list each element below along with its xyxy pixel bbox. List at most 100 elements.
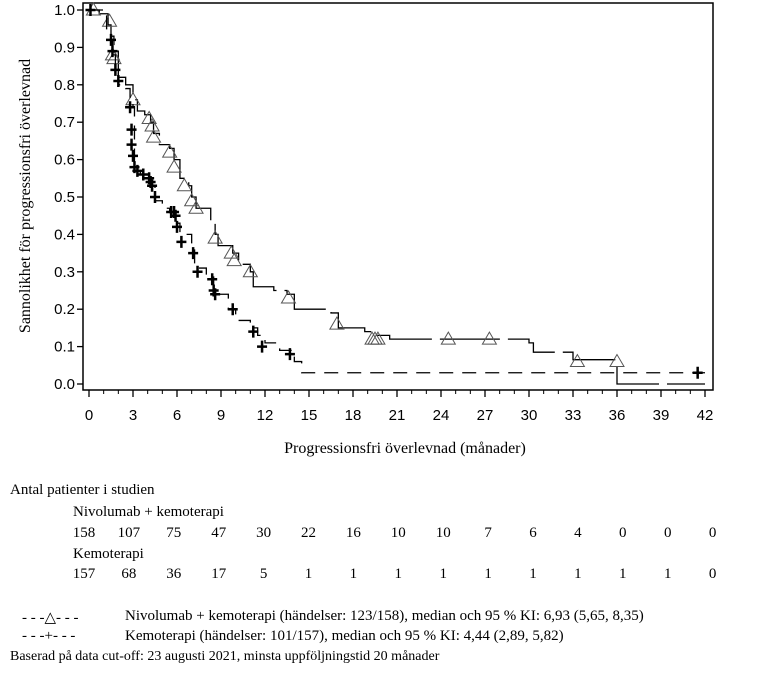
censor-plus-marker	[227, 303, 238, 316]
km-curve-kemoterapi	[89, 9, 705, 374]
risk-count: 68	[121, 566, 137, 582]
risk-count: 0	[708, 525, 717, 541]
risk-count: 30	[256, 525, 272, 541]
x-tick-label: 18	[345, 407, 362, 424]
y-tick-label: 0.3	[54, 264, 75, 281]
y-tick-label: 0.7	[54, 114, 75, 131]
x-tick-label: 21	[389, 407, 406, 424]
risk-count: 47	[211, 525, 227, 541]
censor-triangle-marker	[106, 50, 122, 65]
risk-count: 75	[166, 525, 182, 541]
censor-triangle-marker	[226, 252, 243, 267]
risk-count: 1	[484, 566, 492, 582]
censor-triangle-marker	[440, 331, 457, 345]
y-tick-label: 0.2	[54, 301, 75, 318]
censor-triangle-marker	[176, 177, 193, 192]
risk-count: 157	[72, 566, 96, 582]
x-tick-label: 12	[257, 407, 274, 424]
censor-plus-marker	[207, 273, 218, 286]
risk-count: 1	[304, 566, 313, 582]
risk-count: 0	[619, 525, 627, 541]
censor-triangle-marker	[183, 192, 200, 207]
risk-group-name: Kemoterapi	[73, 546, 144, 562]
axes: 0 3 6 9 12 15 18 21 24 27 30 33 36 39 420.00.10.20.30.…	[54, 2, 714, 424]
censor-plus-marker	[138, 168, 149, 181]
y-tick-label: 0.4	[54, 226, 75, 243]
risk-count: 4	[574, 525, 582, 541]
x-tick-label: 27	[477, 407, 494, 424]
x-tick-label: 33	[565, 407, 582, 424]
censor-plus-marker	[170, 209, 181, 222]
risk-count: 10	[390, 525, 406, 541]
censor-plus-marker	[248, 325, 259, 338]
censor-triangle-marker	[207, 230, 224, 244]
censor-triangle-marker	[609, 353, 625, 368]
y-tick-label: 0.6	[54, 152, 75, 169]
censor-plus-marker	[150, 191, 160, 203]
km-plot: 0 3 6 9 12 15 18 21 24 27 30 33 36 39 420.00.10.20.30.…	[17, 2, 714, 457]
y-axis-label: Sannolikhet för progressionsfri överlevn…	[17, 59, 34, 333]
legend-text-nivolumab: Nivolumab + kemoterapi (händelser: 123/1…	[125, 608, 644, 624]
x-tick-label: 36	[609, 407, 626, 424]
y-tick-label: 0.0	[54, 376, 75, 393]
x-tick-label: 0	[85, 407, 93, 424]
y-tick-label: 1.0	[54, 2, 75, 19]
risk-count: 0	[663, 525, 672, 541]
censor-triangle-marker	[161, 144, 178, 158]
censor-plus-marker	[210, 288, 221, 301]
risk-count: 1	[529, 566, 537, 582]
censor-plus-marker	[107, 45, 118, 58]
risk-count: 1	[574, 566, 582, 582]
censor-plus-marker	[106, 33, 116, 46]
x-tick-label: 30	[521, 407, 538, 424]
risk-count: 107	[117, 525, 141, 541]
censor-triangle-marker	[328, 316, 345, 330]
censor-plus-marker	[284, 348, 295, 361]
censor-plus-marker	[192, 265, 203, 278]
censor-triangle-marker	[144, 117, 160, 132]
censor-plus-marker	[110, 63, 121, 76]
y-tick-label: 0.8	[54, 77, 75, 94]
risk-count: 36	[166, 566, 182, 582]
legend-symbol-triangle: - - -△- - -	[22, 610, 79, 626]
risk-count: 158	[72, 525, 96, 541]
censor-triangle-marker	[370, 331, 386, 345]
risk-count: 22	[301, 525, 316, 541]
risk-count: 6	[529, 525, 537, 541]
plot-frame	[82, 2, 714, 391]
censor-plus-marker	[257, 340, 268, 353]
risk-group-name: Nivolumab + kemoterapi	[73, 504, 224, 520]
risk-count: 1	[394, 566, 403, 582]
risk-count: 17	[211, 566, 227, 582]
censor-triangle-marker	[145, 129, 162, 143]
censor-plus-marker	[128, 149, 138, 162]
x-tick-label: 39	[653, 407, 670, 424]
risk-count: 1	[663, 566, 672, 582]
censor-plus-marker	[147, 179, 158, 192]
censor-triangle-marker	[104, 46, 121, 61]
censor-triangle-marker	[188, 200, 204, 214]
risk-count: 16	[345, 525, 361, 541]
censor-plus-marker	[125, 101, 136, 114]
censor-plus-marker	[132, 164, 143, 177]
censor-plus-marker	[176, 235, 187, 248]
censor-triangle-marker	[166, 159, 182, 173]
x-tick-label: 9	[217, 407, 225, 424]
censor-triangle-marker	[242, 263, 259, 278]
legend-symbol-plus: - - -+- - -	[22, 628, 76, 644]
km-curve-nivolumab	[89, 9, 705, 385]
censor-plus-marker	[85, 4, 96, 16]
curves	[85, 2, 705, 385]
risk-count: 0	[708, 566, 717, 582]
censor-plus-marker	[692, 366, 703, 379]
x-axis-label: Progressionsfri överlevnad (månader)	[284, 440, 526, 457]
risk-count: 5	[259, 566, 268, 582]
x-tick-label: 6	[173, 407, 181, 424]
risk-count: 10	[435, 525, 451, 541]
censor-plus-marker	[126, 123, 137, 136]
risk-count: 1	[619, 566, 627, 582]
y-tick-label: 0.1	[54, 339, 75, 356]
censor-triangle-marker	[481, 331, 498, 345]
legend-text-kemoterapi: Kemoterapi (händelser: 101/157), median …	[125, 628, 564, 644]
censor-triangle-marker	[569, 353, 586, 368]
